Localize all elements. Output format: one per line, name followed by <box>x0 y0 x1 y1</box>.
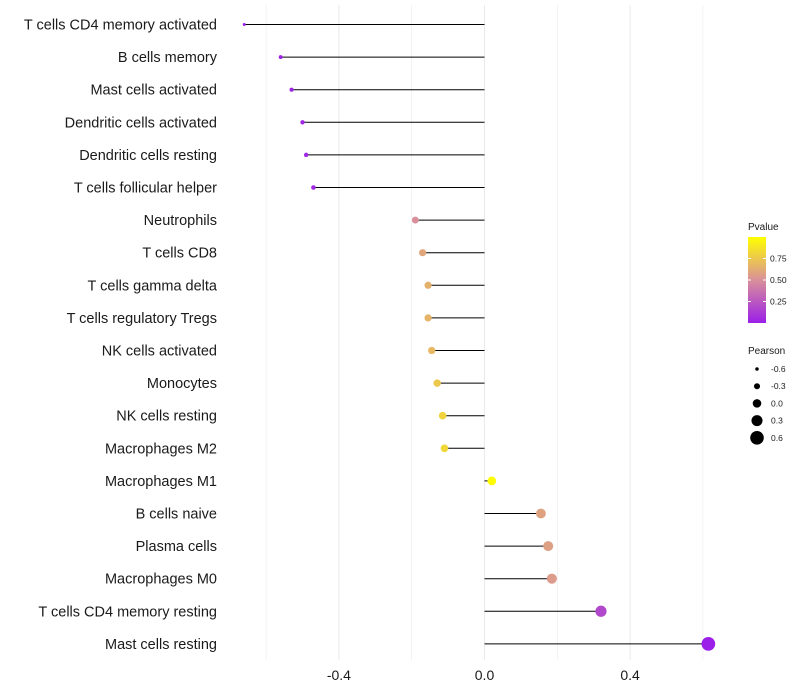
lollipop-point <box>428 346 436 355</box>
category-label: NK cells activated <box>102 344 217 360</box>
lollipop-point <box>419 249 427 257</box>
pearson-legend-key <box>750 431 764 445</box>
pearson-legend-key <box>751 415 763 427</box>
lollipop-point <box>278 55 283 60</box>
category-label: NK cells resting <box>116 409 217 425</box>
category-label: Mast cells activated <box>90 83 217 99</box>
lollipop-point <box>411 216 419 224</box>
x-tick-labels: -0.4 0.0 0.4 <box>327 667 640 683</box>
lollipop-point <box>424 281 432 289</box>
pearson-legend-label: 0.0 <box>771 398 783 408</box>
category-label: Dendritic cells resting <box>79 148 217 164</box>
lollipop-point <box>535 508 546 519</box>
category-labels: T cells CD4 memory activated B cells memo… <box>24 18 218 653</box>
pearson-legend-label: 0.6 <box>771 433 783 443</box>
category-label: T cells CD4 memory activated <box>24 18 217 34</box>
pvalue-tick-label: 0.75 <box>770 254 787 264</box>
x-tick-label: 0.0 <box>475 667 495 683</box>
x-tick-label: -0.4 <box>327 667 351 683</box>
category-label: Macrophages M2 <box>105 441 217 457</box>
pearson-legend: Pearson -0.6 -0.3 0.0 0.3 0.6 <box>748 346 786 445</box>
pearson-legend-label: 0.3 <box>771 416 783 426</box>
lollipop-point <box>303 152 309 158</box>
category-label: B cells naive <box>136 507 217 523</box>
pearson-legend-key <box>755 367 759 371</box>
lollipop-point <box>546 573 557 584</box>
category-label: Neutrophils <box>144 213 217 229</box>
lollipop-point <box>487 476 497 486</box>
pvalue-tick-label: 0.25 <box>770 297 787 307</box>
lollipop-point <box>289 87 294 92</box>
x-tick-label: 0.4 <box>620 667 640 683</box>
lollipop-point <box>438 411 447 420</box>
category-label: Monocytes <box>147 376 217 392</box>
pearson-legend-label: -0.3 <box>771 381 786 391</box>
lollipop-point <box>440 444 449 453</box>
pearson-legend-key <box>752 399 762 408</box>
pvalue-colorbar <box>748 237 766 323</box>
category-label: T cells follicular helper <box>74 181 217 197</box>
category-label: B cells memory <box>118 50 218 66</box>
category-label: T cells CD4 memory resting <box>38 604 217 620</box>
stems <box>244 24 709 645</box>
pvalue-legend-title: Pvalue <box>748 222 779 233</box>
category-label: Macrophages M1 <box>105 474 217 490</box>
category-label: T cells CD8 <box>142 246 217 262</box>
category-label: T cells gamma delta <box>88 278 218 294</box>
lollipop-point <box>311 185 316 190</box>
category-label: Mast cells resting <box>105 637 217 653</box>
category-label: T cells regulatory Tregs <box>67 311 217 327</box>
category-label: Macrophages M0 <box>105 572 217 588</box>
lollipop-point <box>701 637 716 651</box>
lollipop-point <box>424 314 432 322</box>
grid-lines <box>265 5 704 660</box>
lollipop-point <box>595 605 607 617</box>
pvalue-tick-label: 0.50 <box>770 275 787 285</box>
points <box>242 23 716 651</box>
lollipop-point <box>300 120 305 125</box>
category-label: Dendritic cells activated <box>65 115 217 131</box>
lollipop-point <box>242 23 246 26</box>
lollipop-point <box>433 379 441 387</box>
pearson-legend-label: -0.6 <box>771 364 786 374</box>
lollipop-point <box>543 541 554 552</box>
pvalue-legend: Pvalue 0.75 0.50 0.25 <box>748 222 787 323</box>
pearson-legend-title: Pearson <box>748 346 785 357</box>
category-label: Plasma cells <box>136 539 217 555</box>
pearson-legend-key <box>753 383 761 390</box>
